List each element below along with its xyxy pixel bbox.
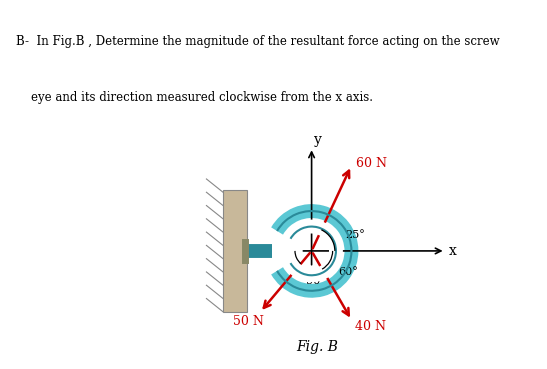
Text: x: x: [449, 244, 457, 258]
Text: 50°: 50°: [306, 276, 326, 286]
Text: 60°: 60°: [338, 267, 358, 277]
Text: Fig. B: Fig. B: [296, 340, 338, 354]
Text: B-  In Fig.B , Determine the magnitude of the resultant force acting on the scre: B- In Fig.B , Determine the magnitude of…: [16, 35, 500, 48]
Text: eye and its direction measured clockwise from the x axis.: eye and its direction measured clockwise…: [16, 91, 374, 104]
Text: 40 N: 40 N: [355, 320, 386, 333]
Bar: [223, 190, 247, 312]
Text: 60 N: 60 N: [356, 157, 387, 170]
Text: 50 N: 50 N: [232, 314, 264, 328]
Text: 25°: 25°: [345, 230, 364, 239]
Text: y: y: [314, 134, 322, 148]
